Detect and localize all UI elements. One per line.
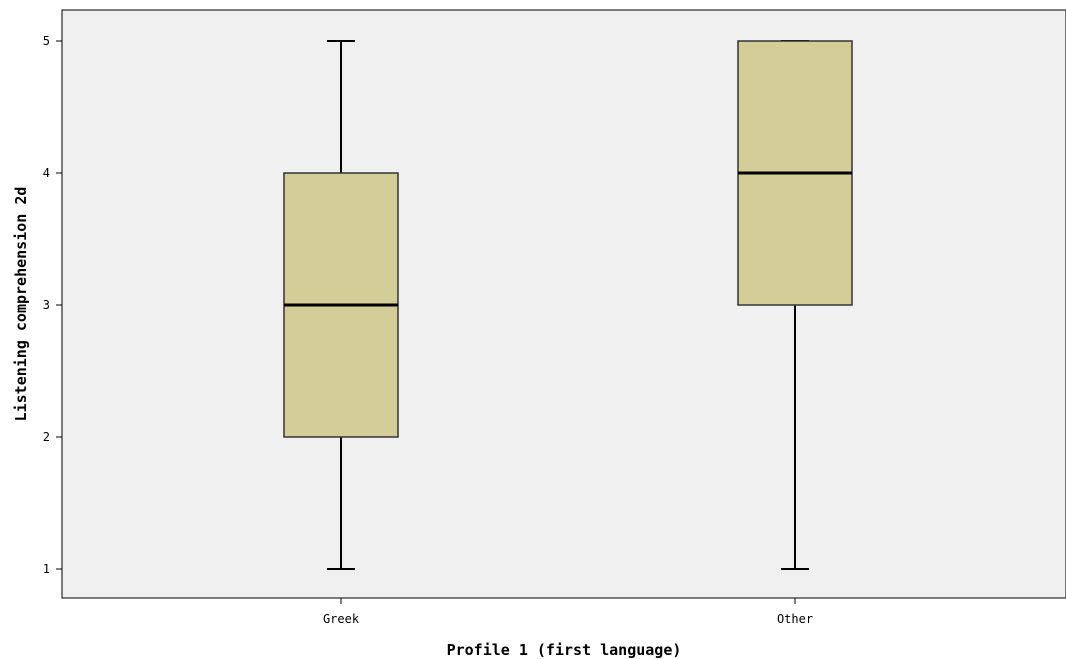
x-tick-label: Other [777, 612, 813, 626]
y-tick-label: 1 [43, 562, 50, 576]
plot-area [61, 9, 1066, 599]
x-axis-title: Profile 1 (first language) [447, 641, 682, 659]
box-greek [283, 40, 399, 570]
y-tick-label: 5 [43, 34, 50, 48]
box-series [283, 40, 853, 570]
y-axis-title: Listening comprehension 2d [12, 187, 30, 422]
box-other [737, 40, 853, 570]
y-tick-label: 2 [43, 430, 50, 444]
x-tick-label: Greek [323, 612, 360, 626]
y-tick-label: 3 [43, 298, 50, 312]
x-axis: Greek Other [62, 597, 1066, 626]
y-axis: 1 2 3 4 5 [43, 10, 63, 598]
y-tick-label: 4 [43, 166, 50, 180]
